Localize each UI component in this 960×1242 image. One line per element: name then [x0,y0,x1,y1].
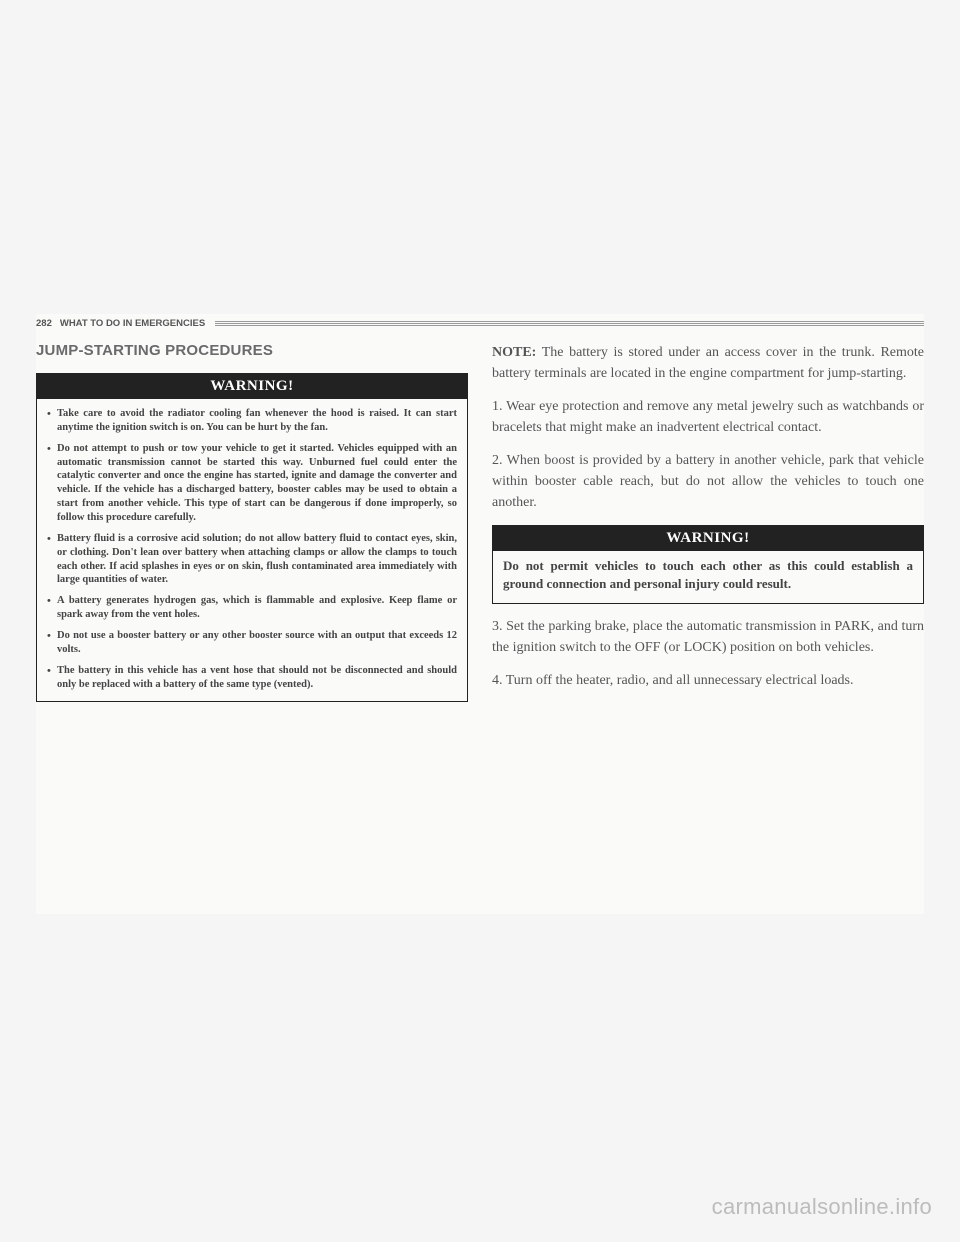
warning-label: WARNING! [37,374,467,399]
step-2: 2. When boost is provided by a battery i… [492,450,924,513]
note-text: The battery is stored under an access co… [492,345,924,381]
warning-text: Do not permit vehicles to touch each oth… [493,551,923,603]
warning-box-secondary: WARNING! Do not permit vehicles to touch… [492,525,924,604]
note-paragraph: NOTE: The battery is stored under an acc… [492,342,924,384]
header-rule [215,321,924,326]
watermark: carmanualsonline.info [712,1194,932,1220]
warning-item: A battery generates hydrogen gas, which … [47,594,457,622]
step-3: 3. Set the parking brake, place the auto… [492,616,924,658]
warning-box-main: WARNING! Take care to avoid the radiator… [36,373,468,702]
left-column: JUMP-STARTING PROCEDURES WARNING! Take c… [36,342,468,714]
step-1: 1. Wear eye protection and remove any me… [492,396,924,438]
warning-body: Take care to avoid the radiator cooling … [37,399,467,701]
warning-item: Take care to avoid the radiator cooling … [47,407,457,435]
right-column: NOTE: The battery is stored under an acc… [492,342,924,714]
warning-item: Do not attempt to push or tow your vehic… [47,442,457,525]
content-columns: JUMP-STARTING PROCEDURES WARNING! Take c… [36,342,924,714]
warning-label: WARNING! [493,526,923,551]
manual-page: 282 WHAT TO DO IN EMERGENCIES JUMP-START… [36,314,924,914]
section-name: WHAT TO DO IN EMERGENCIES [60,318,205,329]
warning-list: Take care to avoid the radiator cooling … [47,407,457,691]
page-header: 282 WHAT TO DO IN EMERGENCIES [36,314,924,332]
warning-item: The battery in this vehicle has a vent h… [47,664,457,692]
warning-item: Battery fluid is a corrosive acid soluti… [47,532,457,587]
section-title: JUMP-STARTING PROCEDURES [36,342,468,359]
warning-item: Do not use a booster battery or any othe… [47,629,457,657]
page-number: 282 [36,318,52,329]
step-4: 4. Turn off the heater, radio, and all u… [492,670,924,691]
note-label: NOTE: [492,345,536,360]
